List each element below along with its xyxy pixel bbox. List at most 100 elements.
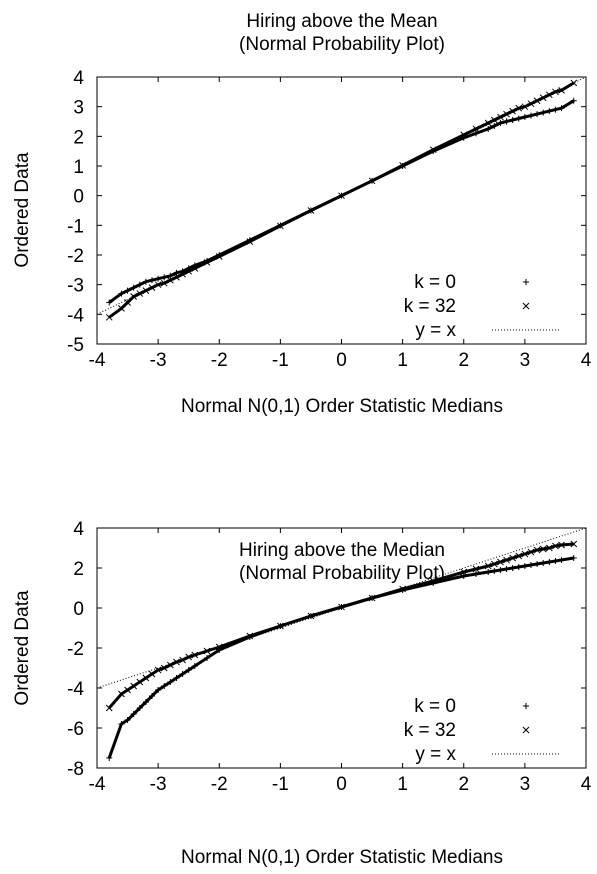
x-tick-label: 3 [520, 774, 531, 795]
data-point-plus [136, 281, 143, 288]
y-tick-label: 0 [73, 187, 84, 208]
x-tick-label: -1 [272, 350, 289, 371]
data-point-plus [534, 111, 541, 118]
data-marks [96, 76, 587, 321]
y-tick-label: 2 [73, 127, 84, 148]
data-point-plus [130, 284, 137, 291]
data-point-cross [142, 674, 150, 682]
y-tick-label: -1 [67, 216, 84, 237]
x-tick-label: -4 [89, 350, 106, 371]
data-point-plus [527, 112, 534, 119]
data-point-cross [338, 192, 345, 200]
data-point-plus [527, 562, 534, 568]
data-point-plus [552, 106, 559, 113]
legend: k = 0 k = 32 y = x [404, 696, 560, 765]
x-axis-label: Normal N(0,1) Order Statistic Medians [181, 396, 503, 417]
data-point-cross [136, 290, 144, 297]
series-path-plus [107, 556, 575, 759]
data-point-plus [546, 108, 553, 115]
data-point-cross [154, 666, 162, 674]
legend-label: y = x [415, 320, 456, 341]
data-point-plus [570, 555, 577, 561]
data-point-cross [118, 305, 125, 312]
data-point-cross [307, 612, 315, 620]
data-point-cross [246, 632, 254, 640]
data-point-plus [503, 566, 510, 572]
data-point-cross [570, 540, 578, 548]
y-tick-label: 0 [73, 599, 84, 620]
data-point-cross [399, 585, 406, 593]
data-point-cross [148, 670, 156, 678]
data-point-cross [179, 270, 186, 278]
data-point-cross [509, 554, 517, 562]
data-point-cross [552, 542, 559, 550]
data-point-cross [515, 104, 523, 112]
data-point-cross [160, 664, 168, 672]
data-point-cross [160, 279, 168, 287]
data-point-plus [124, 287, 131, 294]
data-point-plus [155, 687, 162, 693]
data-point-cross [105, 704, 113, 712]
data-point-cross [497, 558, 504, 566]
data-point-plus [161, 683, 168, 689]
data-point-plus [136, 705, 143, 711]
x-tick-label: 4 [581, 350, 592, 371]
legend-label: k = 0 [414, 696, 456, 717]
data-point-plus [552, 558, 559, 564]
data-point-cross [497, 113, 504, 121]
data-point-cross [215, 253, 223, 260]
data-point-cross [166, 276, 174, 284]
data-point-plus [485, 125, 492, 132]
data-point-cross [533, 546, 541, 554]
data-point-cross [527, 100, 535, 108]
data-point-plus [149, 693, 156, 699]
y-tick-label: 4 [73, 519, 84, 540]
data-point-cross [124, 299, 131, 306]
data-point-cross [558, 86, 565, 94]
data-point-cross [503, 556, 510, 564]
y-tick-label: -5 [67, 335, 84, 356]
y-tick-label: -6 [67, 719, 84, 740]
chart-title: Hiring above the Median [239, 540, 445, 561]
data-point-cross [185, 653, 193, 661]
data-point-plus [124, 717, 131, 723]
data-point-plus [142, 699, 149, 705]
chart-subtitle: (Normal Probability Plot) [239, 34, 445, 55]
data-point-cross [148, 284, 156, 291]
data-point-cross [136, 678, 144, 686]
data-point-cross [173, 658, 180, 666]
data-point-cross [130, 293, 138, 300]
data-point-plus [204, 655, 211, 661]
data-point-plus [161, 274, 168, 281]
data-point-plus [570, 97, 577, 104]
legend-label: k = 32 [404, 296, 456, 317]
x-axis-label: Normal N(0,1) Order Statistic Medians [181, 847, 503, 868]
data-point-cross [558, 541, 565, 549]
data-point-cross [368, 177, 376, 185]
data-point-plus [497, 567, 504, 573]
data-point-cross [515, 552, 523, 560]
data-point-plus [491, 568, 498, 574]
chart-subtitle: (Normal Probability Plot) [239, 563, 445, 584]
data-point-cross [484, 562, 492, 570]
series-path-cross [108, 81, 575, 319]
data-point-plus [191, 663, 198, 669]
data-point-cross [368, 594, 376, 602]
data-point-cross [472, 565, 480, 573]
legend-marker-cross [522, 726, 530, 734]
data-point-plus [167, 679, 174, 685]
y-axis-label: Ordered Data [12, 590, 33, 706]
data-point-cross [203, 259, 211, 266]
legend-label: k = 0 [414, 272, 456, 293]
legend-label: k = 32 [404, 720, 456, 741]
x-tick-label: -3 [150, 350, 167, 371]
series-path-plus [108, 99, 575, 304]
chart-hiring-above-mean: Hiring above the Mean (Normal Probabilit… [12, 11, 592, 417]
data-point-cross [191, 264, 199, 272]
axis-ticks: -4 -3 -2 -1 0 1 2 3 4 -8 -6 -4 -2 0 2 4 [67, 519, 592, 795]
data-point-plus [521, 563, 528, 569]
data-point-cross [460, 568, 468, 576]
data-point-plus [155, 275, 162, 282]
data-point-plus [515, 564, 522, 570]
